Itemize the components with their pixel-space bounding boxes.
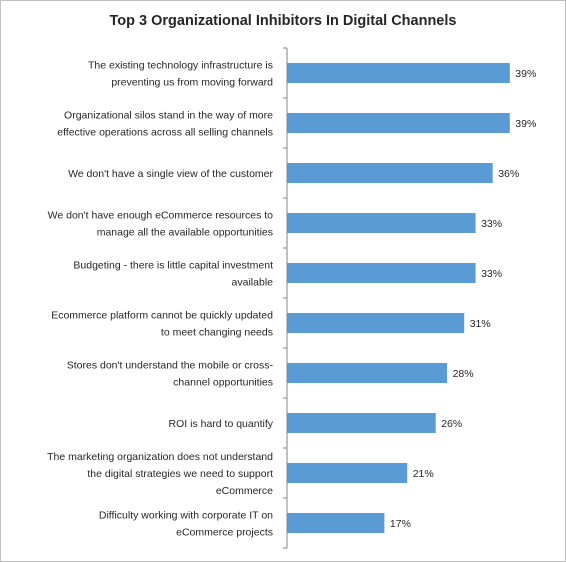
bar	[287, 63, 510, 83]
data-label: 26%	[441, 418, 462, 430]
category-label: The existing technology infrastructure i…	[88, 60, 273, 89]
bar	[287, 213, 476, 233]
category-label: We don't have a single view of the custo…	[68, 168, 273, 180]
bar	[287, 163, 493, 183]
data-label: 31%	[470, 318, 491, 330]
bar	[287, 263, 476, 283]
data-label: 39%	[515, 68, 536, 80]
data-label: 33%	[481, 218, 502, 230]
data-label: 17%	[390, 518, 411, 530]
chart-title: Top 3 Organizational Inhibitors In Digit…	[109, 13, 457, 29]
category-label: We don't have enough eCommerce resources…	[48, 210, 274, 239]
category-label: Budgeting - there is little capital inve…	[73, 260, 273, 289]
bar	[287, 413, 436, 433]
bar	[287, 363, 448, 383]
category-label: The marketing organization does not unde…	[47, 451, 273, 497]
data-label: 36%	[498, 168, 519, 180]
bar	[287, 113, 510, 133]
category-label: ROI is hard to quantify	[169, 418, 274, 430]
data-label: 39%	[515, 118, 536, 130]
bar	[287, 463, 408, 483]
category-label: Ecommerce platform cannot be quickly upd…	[51, 310, 273, 339]
data-label: 33%	[481, 268, 502, 280]
category-label: Organizational silos stand in the way of…	[57, 110, 273, 139]
category-label: Difficulty working with corporate IT on e…	[99, 510, 273, 539]
category-label: Stores don't understand the mobile or cr…	[67, 360, 274, 389]
bar	[287, 313, 465, 333]
bar	[287, 513, 385, 533]
data-label: 28%	[453, 368, 474, 380]
data-label: 21%	[413, 468, 434, 480]
